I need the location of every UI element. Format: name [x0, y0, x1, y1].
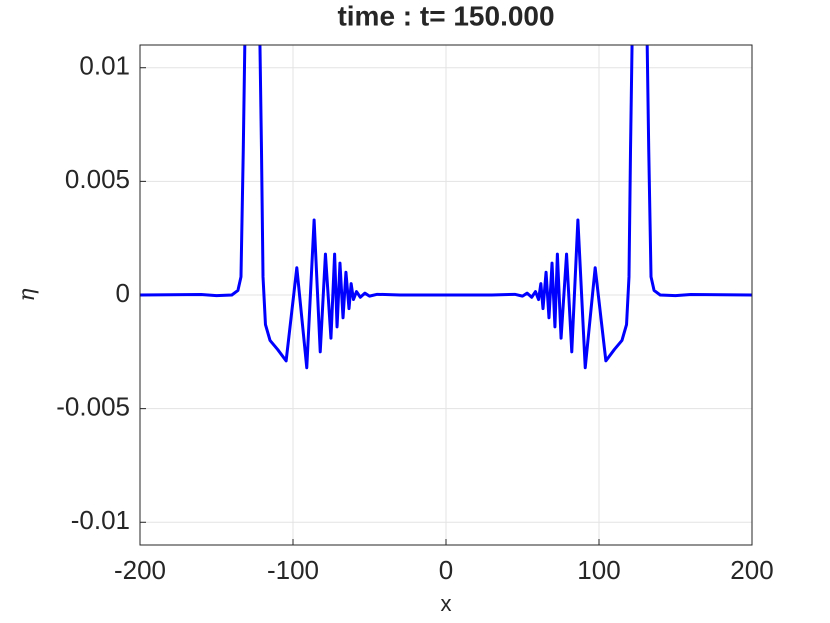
data-line: [140, 45, 752, 370]
y-tick-label: 0: [116, 278, 130, 308]
chart-title: time : t= 150.000: [337, 0, 554, 31]
axes-box: [139, 44, 753, 546]
x-tick-label: 100: [577, 555, 620, 585]
x-tick-label: -100: [267, 555, 319, 585]
x-tick-label: 200: [730, 555, 773, 585]
x-axis-label: x: [441, 591, 452, 616]
y-tick-label: -0.01: [71, 505, 130, 535]
y-tick-label: -0.005: [56, 392, 130, 422]
y-axis-label: η: [15, 288, 40, 301]
x-tick-label: -200: [114, 555, 166, 585]
y-tick-label: 0.01: [79, 51, 130, 81]
y-tick-label: 0.005: [65, 164, 130, 194]
plot-lines: [140, 45, 752, 370]
x-tick-label: 0: [439, 555, 453, 585]
